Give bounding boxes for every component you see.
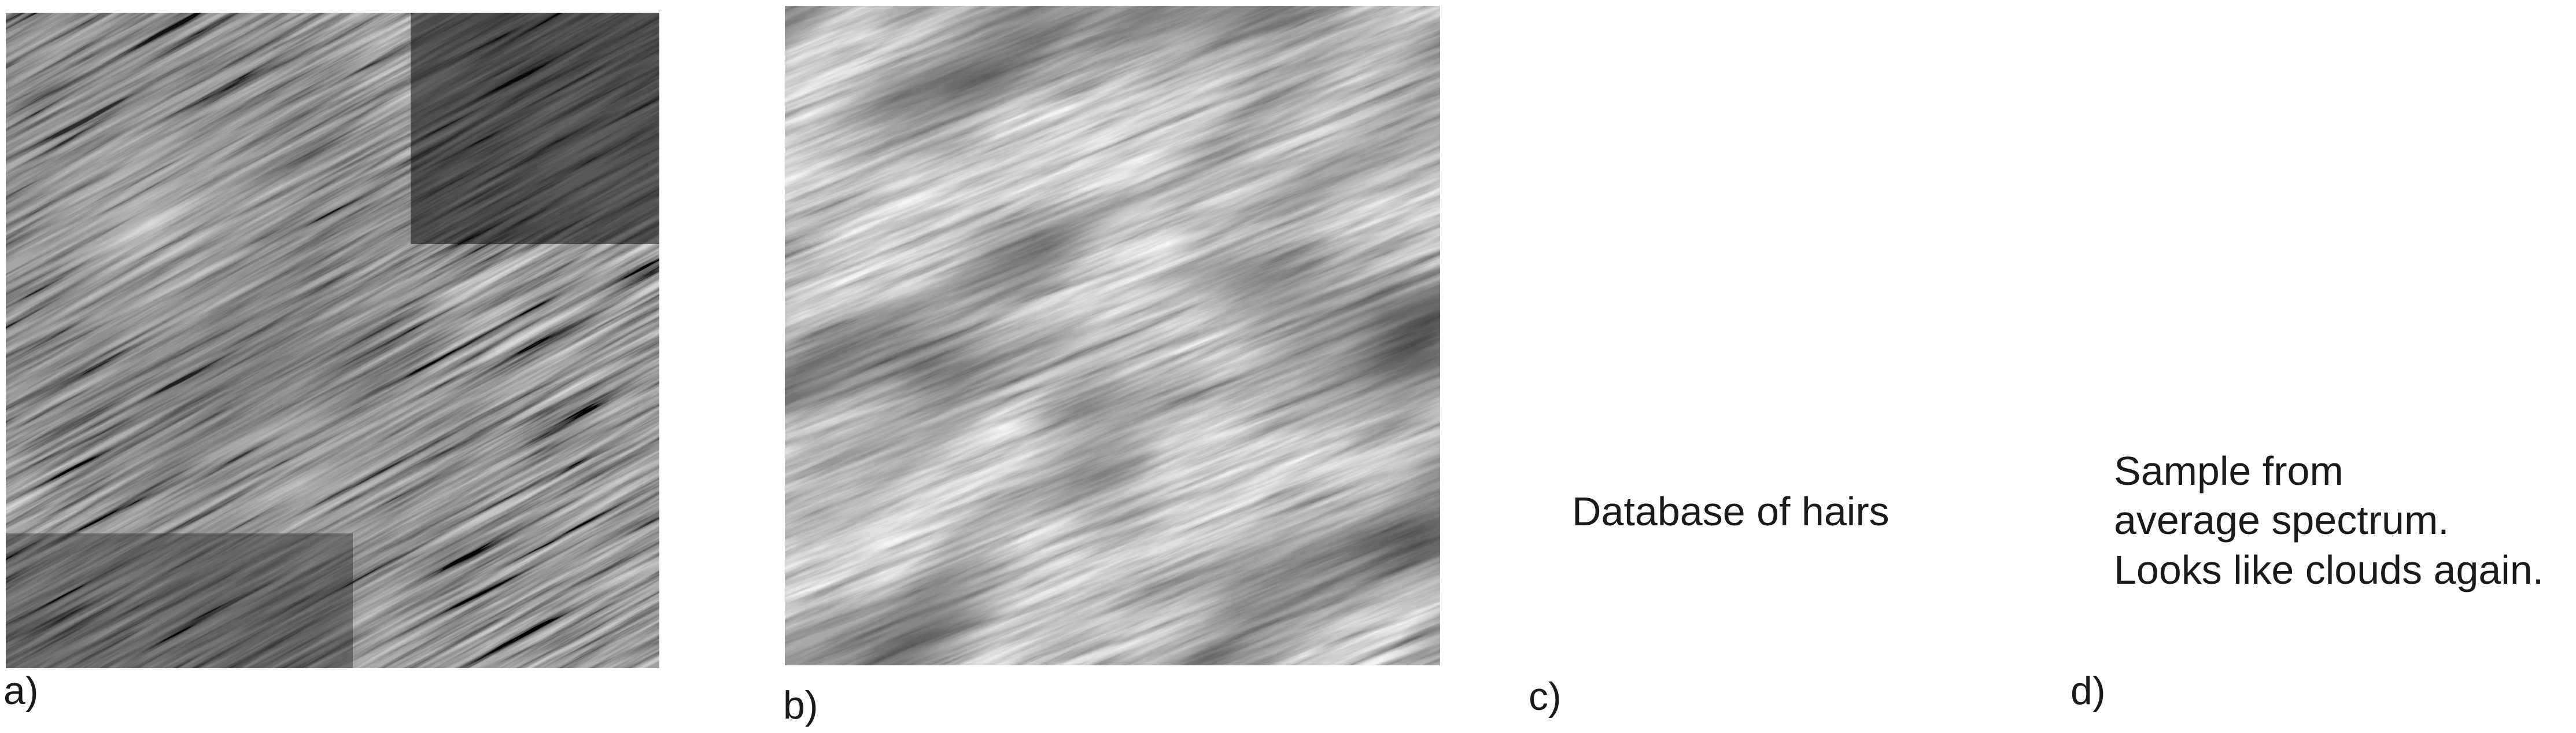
- panel-d-caption: Sample from average spectrum. Looks like…: [2114, 447, 2544, 595]
- hair-photo-image: [6, 13, 659, 668]
- panel-a-label: a): [3, 669, 39, 713]
- panel-b-label: b): [783, 683, 818, 727]
- caption-line: Sample from: [2114, 448, 2344, 493]
- caption-line: Database of hairs: [1572, 489, 1889, 534]
- panel-d-label: d): [2071, 669, 2106, 713]
- caption-line: average spectrum.: [2114, 498, 2449, 543]
- panel-c-caption: Database of hairs: [1572, 487, 1889, 536]
- synthesized-texture-image: [785, 6, 1440, 665]
- panel-c-label: c): [1529, 675, 1562, 719]
- caption-line: Looks like clouds again.: [2114, 547, 2544, 592]
